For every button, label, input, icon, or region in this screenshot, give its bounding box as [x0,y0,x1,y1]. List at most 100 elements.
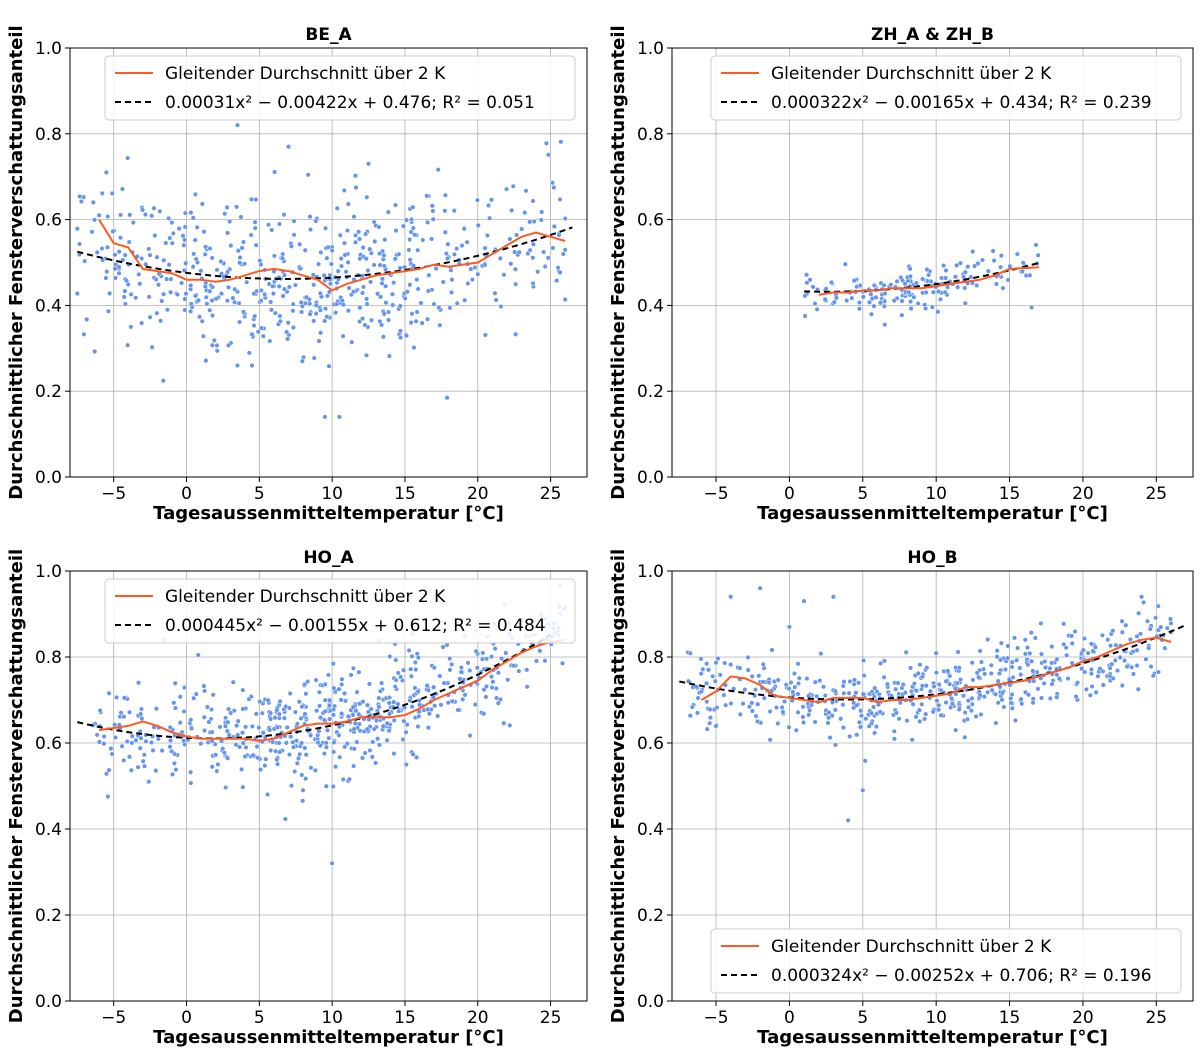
scatter-point [121,294,127,300]
scatter-point [364,702,371,708]
scatter-point [881,282,887,288]
scatter-point [1035,686,1041,692]
scatter-point [232,286,238,292]
scatter-point [139,715,145,722]
scatter-point [379,680,385,686]
scatter-point [973,713,979,720]
scatter-point [109,751,115,757]
scatter-point [128,767,134,773]
scatter-point [1105,637,1111,643]
scatter-point [685,678,691,684]
scatter-point [281,715,287,721]
scatter-point [431,665,437,671]
scatter-point [339,681,345,687]
scatter-point [287,690,293,697]
scatter-point [325,244,331,250]
scatter-point [307,214,313,220]
scatter-point [204,301,210,307]
scatter-point [412,659,418,666]
scatter-point [1019,268,1025,275]
scatter-point [868,291,874,297]
scatter-point [436,305,442,311]
scatter-point [812,679,818,685]
scatter-point [188,717,194,723]
scatter-point [922,716,928,722]
scatter-point [188,301,194,307]
scatter-point [1148,663,1154,670]
scatter-point [894,278,900,284]
scatter-point [135,764,141,770]
scatter-point [969,695,975,701]
legend-entry: 0.000445x² − 0.00155x + 0.612; R² = 0.48… [165,616,546,636]
scatter-point [1085,650,1091,656]
scatter-point [225,269,231,275]
scatter-point [97,707,103,714]
x-tick-label: 15 [394,484,416,504]
scatter-point [1009,664,1015,670]
scatter-point [425,316,431,322]
scatter-point [323,783,329,789]
scatter-point [854,732,860,738]
scatter-point [878,660,884,666]
x-tick-label: 25 [1145,484,1167,504]
scatter-point [307,311,313,317]
scatter-point [316,728,322,734]
scatter-point [142,211,148,218]
scatter-point [728,662,734,668]
scatter-point [313,218,319,224]
scatter-point [200,333,207,339]
scatter-point [337,232,343,238]
scatter-point [373,718,380,724]
scatter-point [913,714,919,720]
scatter-point [993,281,999,287]
scatter-point [881,658,887,664]
scatter-point [331,739,337,745]
scatter-point [1073,694,1079,700]
scatter-point [351,726,357,732]
y-axis-label: Durchschnittlicher Fensterverschattungsa… [608,25,629,499]
scatter-point [366,681,372,687]
fit-curve [679,624,1187,701]
scatter-point [127,212,133,218]
scatter-point [152,233,158,239]
scatter-point [333,310,339,316]
scatter-point [403,333,410,339]
scatter-point [1027,650,1033,657]
scatter-point [501,720,507,726]
scatter-point [174,291,181,298]
scatter-point [296,699,302,705]
scatter-point [239,245,245,251]
scatter-point [431,301,437,307]
scatter-point [1056,676,1062,682]
scatter-point [858,708,864,714]
scatter-point [1124,664,1130,670]
scatter-point [167,724,173,730]
scatter-point [856,719,862,725]
scatter-point [334,205,340,211]
scatter-point [882,291,888,297]
scatter-point [298,299,304,305]
scatter-point [276,740,282,746]
scatter-point [475,271,481,277]
scatter-point [1119,682,1125,689]
scatter-point [317,715,324,721]
scatter-point [511,663,517,669]
scatter-point [406,647,412,653]
scatter-point [323,744,329,750]
scatter-point [112,252,118,258]
scatter-point [856,306,862,312]
scatter-point [767,708,773,715]
scatter-point [916,707,922,713]
scatter-point [169,240,175,246]
scatter-point [957,260,964,266]
scatter-point [154,310,160,316]
scatter-point [201,229,207,235]
scatter-point [930,709,936,715]
scatter-point [687,713,693,719]
scatter-point [338,263,345,269]
scatter-point [1005,643,1011,649]
scatter-point [352,173,359,179]
scatter-point [307,301,313,307]
scatter-point [1029,304,1035,311]
scatter-point [866,723,872,729]
